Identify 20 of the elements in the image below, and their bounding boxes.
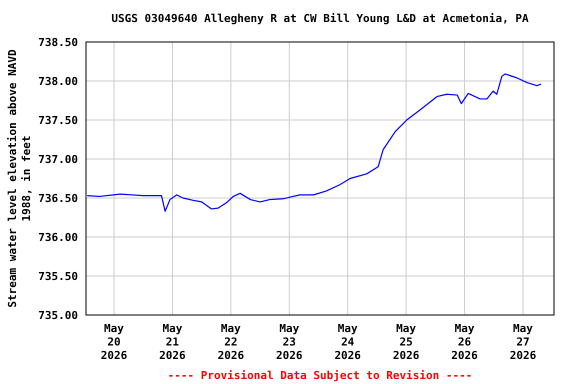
y-tick-label: 737.00 [38, 153, 78, 166]
y-axis-title: Stream water level elevation above NAVD 1988, in feet [6, 48, 33, 308]
line-series [86, 73, 542, 212]
y-tick-label: 736.00 [38, 231, 78, 244]
y-tick-label: 737.50 [38, 114, 78, 127]
chart-title: USGS 03049640 Allegheny R at CW Bill Young L&D at Acmetonia, PA [111, 12, 529, 25]
text: ---- Provisional Data Subject to Revision ---- [168, 369, 472, 382]
x-tick-label: May 25 2026 [392, 322, 420, 362]
x-tick-label: May 23 2026 [276, 322, 303, 362]
x-tick-label: May 27 2026 [510, 322, 537, 362]
x-tick-label: May 21 2026 [159, 322, 186, 362]
x-tick-label: May 20 2026 [100, 322, 128, 362]
y-tick-label: 736.50 [38, 192, 78, 205]
x-tick-label: May 24 2026 [334, 322, 362, 362]
x-tick-label: May 26 2026 [451, 322, 478, 362]
y-tick-label: 735.50 [38, 270, 78, 283]
x-tick-label: May 22 2026 [218, 322, 244, 362]
y-tick-label: 738.00 [38, 75, 78, 88]
y-tick-label: 738.50 [38, 36, 78, 49]
y-tick-label: 735.00 [38, 309, 78, 322]
